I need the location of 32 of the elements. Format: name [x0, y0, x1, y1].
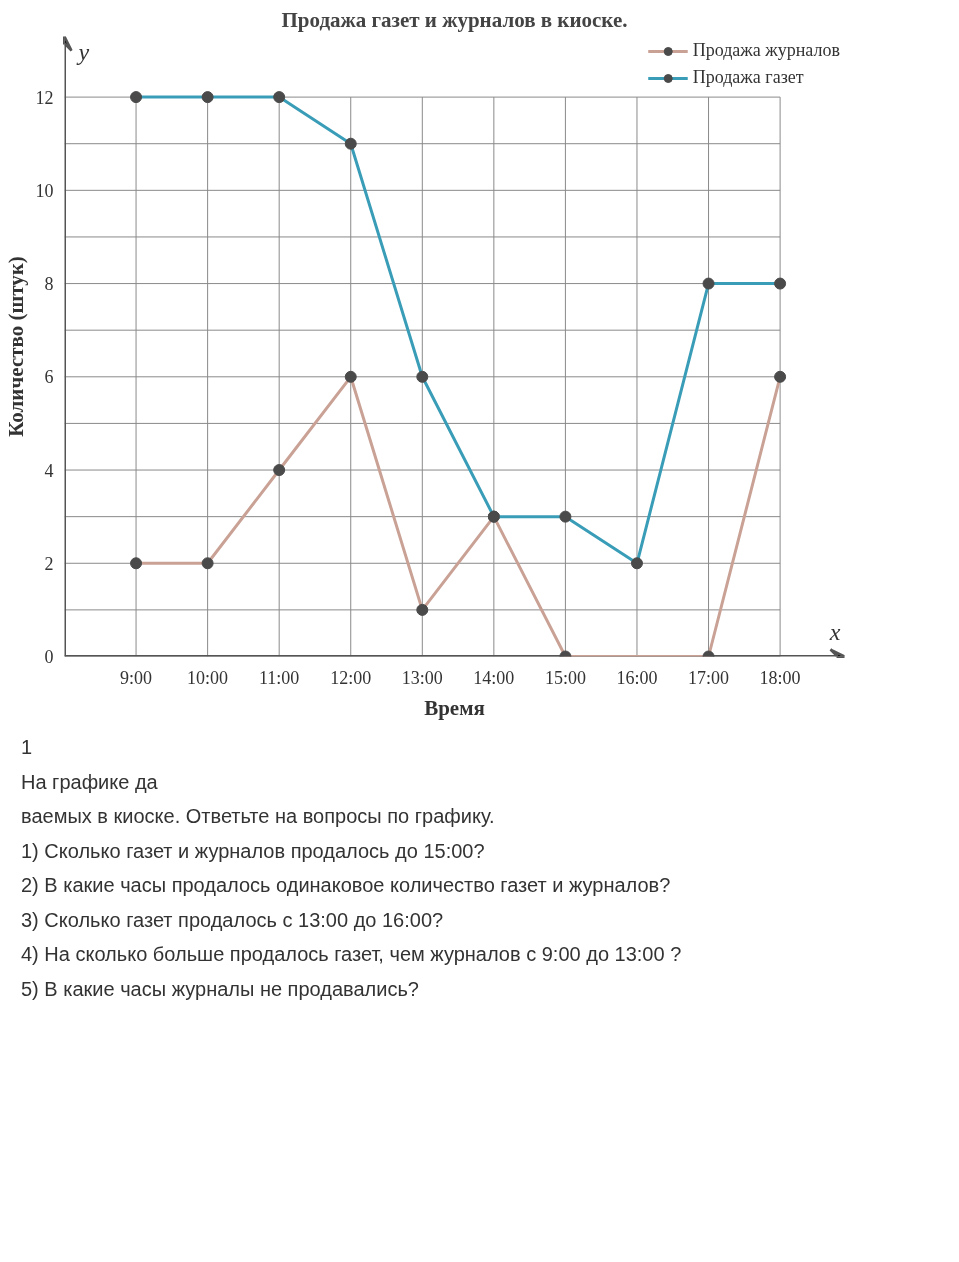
- x-tick-label: 17:00: [688, 667, 730, 688]
- y-tick-label: 10: [35, 180, 54, 201]
- y-tick-label: 12: [35, 87, 54, 108]
- text: 5) В какие часы журналы не продавались?: [21, 976, 420, 1002]
- legend-label: Продажа газет: [692, 67, 804, 88]
- text: ваемых в киоске. Ответьте на вопросы по графику.: [21, 804, 496, 830]
- x-tick-label: 12:00: [330, 667, 372, 688]
- chart-title: Продажа газет и журналов в киоске.: [281, 7, 628, 32]
- x-axis-title: Время: [424, 695, 485, 720]
- y-tick-label: 2: [44, 553, 54, 574]
- x-tick-label: 9:00: [120, 667, 153, 688]
- y-tick-label: 6: [44, 367, 54, 388]
- legend-label: Продажа журналов: [692, 40, 840, 61]
- x-tick-label: 13:00: [401, 667, 443, 688]
- y-tick-label: 4: [44, 460, 54, 481]
- text: 4) На сколько больше продалось газет, чем журналов с 9:00 до 13:00 ?: [21, 942, 682, 968]
- x-tick-label: 16:00: [616, 667, 658, 688]
- text: 3) Сколько газет продалось с 13:00 до 16:00?: [21, 907, 445, 933]
- y-axis-title: Количество (штук): [3, 256, 28, 437]
- x-tick-label: 15:00: [544, 667, 586, 688]
- text: 1) Сколько газет и журналов продалось до 15:00?: [21, 838, 486, 864]
- x-tick-label: 10:00: [187, 667, 229, 688]
- annotation: y: [76, 38, 90, 65]
- x-tick-label: 14:00: [473, 667, 515, 688]
- text: 1: [21, 735, 34, 760]
- x-tick-label: 18:00: [759, 667, 801, 688]
- text: На графике да: [21, 769, 159, 795]
- y-tick-label: 8: [44, 274, 54, 295]
- text: 2) В какие часы продалось одинаковое количество газет и журналов?: [21, 873, 672, 899]
- annotation: x: [828, 618, 841, 645]
- y-tick-label: 0: [44, 647, 54, 667]
- x-tick-label: 11:00: [259, 667, 300, 688]
